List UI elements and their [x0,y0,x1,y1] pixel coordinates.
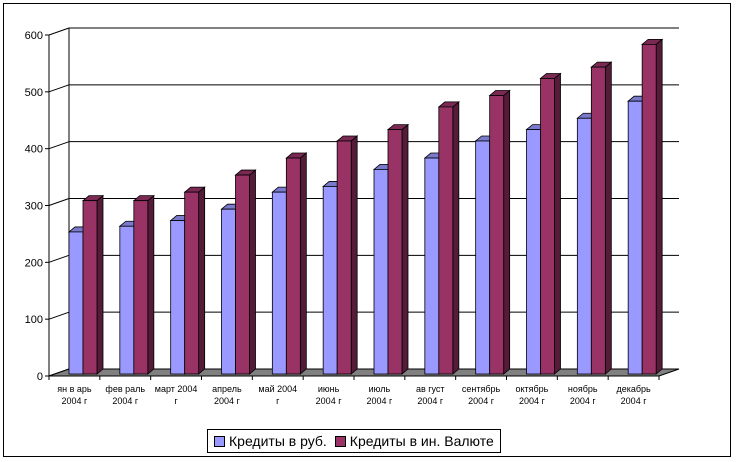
bar-side [554,72,561,375]
legend-item: Кредиты в руб. [214,433,327,449]
y-tick-label: 0 [37,371,43,383]
bar-rub [322,186,338,375]
x-category-label: г [276,396,280,406]
y-tick-label: 400 [25,144,43,156]
bar-fx [133,200,149,375]
bar-fx [590,66,606,375]
x-category-label: декабрь [616,384,651,394]
x-category-label: 2004 г [112,396,139,406]
bar-rub [119,225,135,375]
bar-side [452,101,460,375]
y-tick-label: 100 [25,314,43,326]
legend-swatch [214,435,225,447]
bar-side [604,61,612,375]
bar-fx [336,140,352,375]
bar-fx [184,191,200,375]
gridline-side [48,84,70,93]
x-category-label: 2004 г [519,396,546,406]
bar-fx [82,200,98,375]
x-category-label: ноябрь [568,384,598,394]
gridline-side [48,27,70,36]
bar-side [96,194,104,375]
x-category-label: фев раль [105,384,145,394]
bar-rub [424,157,440,375]
bar-side [249,169,256,375]
bar-rub [475,140,491,375]
bar-side [147,194,155,375]
x-category-label: ав густ [416,384,445,394]
legend: Кредиты в руб. Кредиты в ин. Валюте [207,429,501,453]
gridline-side [48,198,70,206]
bar-chart: 0 100 200 300 400 500 600 ян в арь 2004 г фев рал… [25,27,680,406]
bar-side [299,152,307,375]
bar-fx [285,157,301,375]
gridline-side [48,311,70,320]
bar-rub [526,129,541,375]
x-category-label: 2004 г [621,396,648,406]
bar-fx [235,174,250,375]
x-category-label: 2004 г [62,396,89,406]
bar-side [655,38,663,375]
bar-side [503,89,511,375]
bar-rub [373,168,389,375]
y-tick-label: 300 [25,201,43,213]
x-category-label: 2004 г [214,396,241,406]
chart-frame: 0 100 200 300 400 500 600 ян в арь 2004 г фев рал… [3,3,731,457]
y-tick-label: 600 [25,30,43,42]
legend-label: Кредиты в ин. Валюте [349,433,494,449]
x-category-label: ян в арь [57,384,92,394]
x-category-label: 2004 г [417,396,444,406]
gridline-side [48,141,70,150]
bar-fx [438,106,454,375]
bar-fx [489,95,505,375]
bar-rub [221,208,236,375]
x-category-label: сентябрь [462,384,501,394]
legend-label: Кредиты в руб. [229,433,327,449]
bar-fx [641,43,657,375]
x-category-label: апрель [212,384,242,394]
legend-item: Кредиты в ин. Валюте [334,433,494,449]
x-category-label: 2004 г [316,396,343,406]
x-category-label: г [174,396,178,406]
bar-fx [540,78,555,375]
bar-side [198,186,206,375]
legend-swatch [334,435,346,447]
bar-rub [271,191,287,375]
x-category-label: май 2004 [258,384,297,394]
bar-side [401,123,409,375]
bar-rub [68,231,84,375]
x-category-label: июнь [318,384,340,394]
x-category-label: март 2004 [155,384,198,394]
x-category-label: 2004 г [570,396,597,406]
gridline-side [48,254,70,263]
bar-side [350,135,358,375]
bar-rub [576,117,592,375]
bar-fx [387,129,403,375]
y-tick-label: 500 [25,87,43,99]
bar-rub [627,100,643,375]
x-category-label: октябрь [515,384,548,394]
bar-rub [170,220,186,375]
x-category-label: 2004 г [468,396,495,406]
y-tick-label: 200 [25,257,43,269]
x-category-label: июль [369,384,391,394]
x-category-label: 2004 г [367,396,394,406]
